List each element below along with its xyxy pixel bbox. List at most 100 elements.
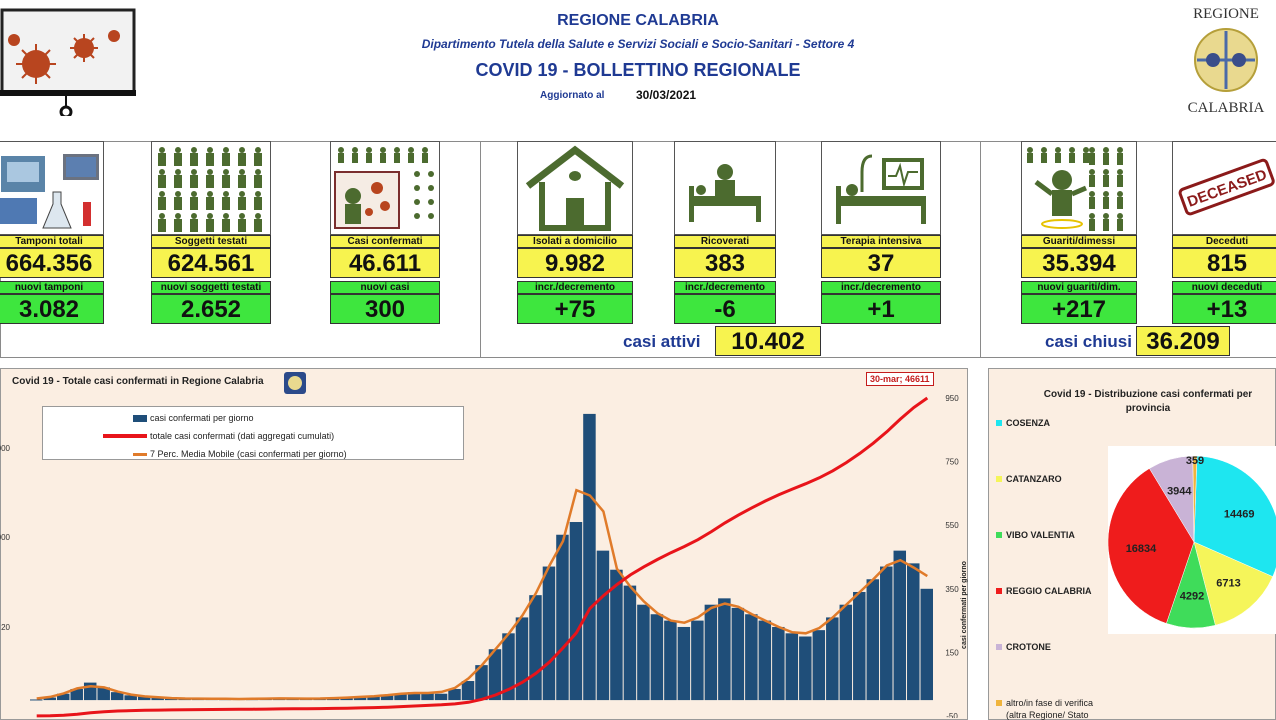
card-delta-value: 2.652 bbox=[151, 294, 271, 324]
card-delta-label: nuovi soggetti testati bbox=[151, 281, 271, 294]
province-legend-catanzaro: CATANZARO bbox=[996, 474, 1062, 484]
daily-cases-bar bbox=[583, 413, 596, 701]
daily-cases-bar bbox=[110, 692, 124, 701]
daily-cases-bar bbox=[70, 688, 83, 701]
daily-cases-bar bbox=[853, 591, 866, 701]
daily-cases-bar bbox=[353, 696, 367, 701]
person-icon bbox=[1069, 147, 1075, 153]
person-icon bbox=[255, 213, 261, 219]
person-body bbox=[222, 219, 230, 232]
person-icon bbox=[394, 147, 400, 153]
pie-data-label: 359 bbox=[1186, 455, 1204, 467]
divider bbox=[480, 141, 481, 357]
person-icon bbox=[1103, 147, 1109, 153]
card-guariti: Guariti/dimessi 35.394 nuovi guariti/dim… bbox=[1021, 141, 1137, 327]
person-icon bbox=[223, 191, 229, 197]
daily-cases-bar bbox=[407, 692, 421, 701]
person-icon bbox=[175, 191, 181, 197]
daily-cases-bar bbox=[434, 693, 448, 701]
province-legend-cosenza: COSENZA bbox=[996, 418, 1050, 428]
casi-attivi-label: casi attivi bbox=[623, 332, 701, 351]
card-isolati: Isolati a domicilio 9.982 incr./decremen… bbox=[517, 141, 633, 327]
card-delta-label: incr./decremento bbox=[821, 281, 941, 294]
legend-item-avg: 7 Perc. Media Mobile (casi confermati pe… bbox=[133, 445, 463, 463]
pie-slice-catanzaro bbox=[1193, 541, 1274, 626]
person-icon bbox=[1117, 191, 1123, 197]
person-body bbox=[1041, 153, 1047, 163]
daily-cases-bar bbox=[637, 604, 650, 701]
left-axis-tick: 20 bbox=[1, 623, 10, 632]
province-name: CATANZARO bbox=[1006, 474, 1062, 484]
legend-label: totale casi confermati (dati aggregati c… bbox=[150, 431, 335, 441]
person-body bbox=[254, 197, 262, 210]
person-icon bbox=[1089, 169, 1095, 175]
card-value: 9.982 bbox=[517, 248, 633, 278]
daily-cases-bar bbox=[151, 697, 164, 701]
person-icon bbox=[255, 169, 261, 175]
card-value: 664.356 bbox=[0, 248, 104, 278]
person-body bbox=[1117, 153, 1123, 165]
daily-cases-bar bbox=[812, 630, 826, 701]
legend-label: 7 Perc. Media Mobile (casi confermati pe… bbox=[150, 449, 347, 459]
daily-cases-bar bbox=[569, 522, 583, 701]
right-axis-tick: 750 bbox=[945, 458, 959, 467]
card-value: 46.611 bbox=[330, 248, 440, 278]
daily-cases-bar bbox=[515, 617, 529, 701]
daily-cases-bar bbox=[421, 693, 434, 701]
crest-small-icon bbox=[284, 372, 306, 394]
person-icon bbox=[239, 191, 245, 197]
person-body bbox=[190, 219, 198, 232]
cumulative-total-line bbox=[36, 396, 929, 718]
legend-dot bbox=[996, 588, 1002, 594]
person-icon bbox=[428, 213, 434, 219]
pie-chart-title: Covid 19 - Distribuzione casi confermati… bbox=[1020, 388, 1276, 416]
person-icon bbox=[175, 213, 181, 219]
person-icon bbox=[414, 185, 420, 191]
person-icon bbox=[428, 185, 434, 191]
person-body bbox=[174, 175, 182, 188]
person-icon bbox=[1089, 191, 1095, 197]
daily-cases-bar bbox=[920, 588, 933, 701]
legend-swatch-line bbox=[103, 434, 147, 438]
daily-cases-bar bbox=[43, 697, 56, 701]
person-icon bbox=[408, 147, 414, 153]
person-icon bbox=[255, 147, 261, 153]
card-label: Deceduti bbox=[1172, 235, 1276, 248]
person-body bbox=[1027, 153, 1033, 163]
person-icon bbox=[239, 213, 245, 219]
person-body bbox=[408, 153, 414, 163]
legend-dot bbox=[996, 532, 1002, 538]
person-body bbox=[158, 197, 166, 210]
daily-cases-bar bbox=[529, 595, 542, 701]
virus-person-icon bbox=[330, 141, 440, 235]
person-icon bbox=[239, 169, 245, 175]
person-icon bbox=[428, 171, 434, 177]
person-body bbox=[190, 153, 198, 166]
card-ricoverati: Ricoverati 383 incr./decremento -6 bbox=[674, 141, 776, 327]
daily-cases-bar bbox=[772, 626, 785, 701]
person-icon bbox=[414, 213, 420, 219]
province-name: COSENZA bbox=[1006, 418, 1051, 428]
person-icon bbox=[191, 213, 197, 219]
person-icon bbox=[1103, 213, 1109, 219]
card-deceduti: DECEASED Deceduti 815 nuovi deceduti +13 bbox=[1172, 141, 1276, 327]
main-chart-title: Covid 19 - Totale casi confermati in Reg… bbox=[12, 376, 264, 387]
person-icon bbox=[366, 147, 372, 153]
bulletin-title: COVID 19 - BOLLETTINO REGIONALE bbox=[475, 60, 801, 80]
legend-dot bbox=[996, 700, 1002, 706]
daily-cases-bar bbox=[880, 566, 893, 701]
right-axis-tick: 150 bbox=[945, 648, 959, 657]
person-icon bbox=[175, 169, 181, 175]
hospital-bed-icon bbox=[674, 141, 776, 235]
person-body bbox=[254, 219, 262, 232]
daily-cases-bar bbox=[97, 687, 110, 701]
legend-dot bbox=[996, 420, 1002, 426]
province-legend-altro: altro/in fase di verifica bbox=[996, 698, 1093, 708]
lab-equipment-icon bbox=[0, 141, 104, 235]
card-label: Guariti/dimessi bbox=[1021, 235, 1137, 248]
person-icon bbox=[428, 199, 434, 205]
legend-swatch-bar bbox=[133, 414, 147, 422]
pie-slice-reggio bbox=[1108, 468, 1195, 624]
daily-cases-bar bbox=[664, 620, 677, 701]
right-axis-tick: 950 bbox=[945, 394, 959, 403]
